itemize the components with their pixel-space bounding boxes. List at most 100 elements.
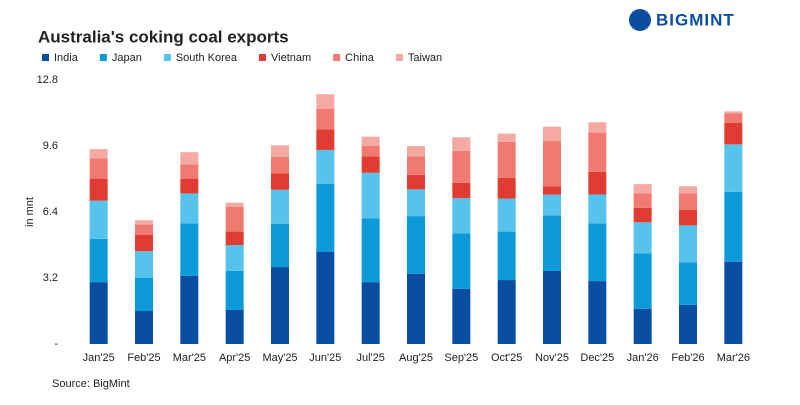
- bar-segment: [543, 194, 561, 216]
- legend-swatch: [395, 54, 403, 61]
- bar-segment: [225, 231, 244, 245]
- bar-segment: [89, 179, 108, 201]
- y-tick-label: 9.6: [43, 140, 58, 152]
- bar-segment: [316, 94, 335, 109]
- bar-segment: [316, 183, 335, 253]
- bar-segment: [180, 193, 199, 224]
- bar-segment: [361, 218, 380, 283]
- bar-segment: [361, 156, 380, 173]
- legend-swatch: [259, 54, 266, 61]
- bar-segment: [497, 141, 516, 178]
- legend-label: China: [345, 52, 375, 64]
- bar-segment: [543, 270, 561, 344]
- y-axis-label: in mnt: [24, 197, 36, 227]
- bar-segment: [679, 193, 697, 210]
- bar-segment: [361, 282, 380, 344]
- bar-segment: [407, 146, 425, 157]
- bar-segment: [588, 132, 607, 172]
- bar-segment: [633, 222, 652, 254]
- bar-segment: [588, 194, 607, 224]
- bar-segment: [316, 108, 335, 130]
- legend-swatch: [333, 54, 341, 61]
- y-tick-label: 6.4: [43, 206, 58, 218]
- bar-segment: [543, 186, 561, 195]
- y-tick-label: 12.8: [37, 74, 58, 86]
- bar-segment: [271, 223, 289, 268]
- bar-segment: [679, 225, 697, 263]
- bar-segment: [316, 149, 335, 184]
- bar-segment: [361, 172, 380, 219]
- x-tick-label: Jun'25: [309, 352, 341, 364]
- bar-segment: [271, 267, 289, 344]
- bar-segment: [588, 122, 607, 133]
- bar-segment: [271, 145, 289, 157]
- bar-segment: [452, 198, 471, 234]
- bar-segment: [407, 174, 425, 190]
- bar-segment: [180, 179, 199, 194]
- bar-segment: [497, 280, 516, 344]
- x-tick-label: Dec'25: [580, 352, 614, 364]
- bar-segment: [271, 156, 289, 174]
- logo: BIGMINT: [629, 9, 735, 31]
- source: Source: BigMint: [52, 378, 130, 390]
- legend-label: South Korea: [176, 52, 238, 64]
- bar-segment: [407, 273, 425, 344]
- bar-segment: [724, 261, 743, 344]
- bar-segment: [633, 308, 652, 344]
- bar-segment: [452, 137, 471, 151]
- bar-segment: [543, 126, 561, 142]
- x-tick-label: Sep'25: [444, 352, 478, 364]
- bar-segment: [89, 149, 108, 159]
- bar-segment: [271, 189, 289, 224]
- x-tick-label: Nov'25: [535, 352, 569, 364]
- x-tick-label: Jan'26: [627, 352, 659, 364]
- x-tick-label: May'25: [262, 352, 297, 364]
- legend-swatch: [42, 54, 49, 61]
- x-tick-label: Feb'25: [127, 352, 160, 364]
- bar-segment: [497, 198, 516, 232]
- bar-segment: [724, 111, 743, 114]
- x-tick-label: Aug'25: [399, 352, 433, 364]
- bar-segment: [407, 156, 425, 175]
- bar-segment: [724, 113, 743, 123]
- bar-segment: [679, 209, 697, 226]
- bar-segment: [316, 252, 335, 344]
- bar-segment: [361, 136, 380, 146]
- bar-segment: [724, 144, 743, 192]
- legend-label: Taiwan: [408, 52, 442, 64]
- x-tick-label: Jan'25: [83, 352, 115, 364]
- bar-segment: [633, 253, 652, 309]
- bar-segment: [135, 220, 153, 225]
- bar-segment: [452, 233, 471, 289]
- bar-segment: [135, 234, 153, 252]
- chart-title: Australia's coking coal exports: [38, 27, 289, 46]
- bar-segment: [724, 191, 743, 262]
- bar-segment: [89, 238, 108, 283]
- bar-segment: [89, 158, 108, 179]
- logo-text: BIGMINT: [656, 10, 735, 29]
- bar-segment: [225, 206, 244, 232]
- legend-label: India: [54, 52, 79, 64]
- bar-segment: [588, 281, 607, 344]
- bar-segment: [633, 193, 652, 208]
- x-tick-label: Mar'25: [173, 352, 206, 364]
- bar-segment: [724, 122, 743, 145]
- bar-segment: [633, 184, 652, 194]
- legend-label: Japan: [112, 52, 142, 64]
- bar-segment: [225, 202, 244, 207]
- bar-segment: [497, 133, 516, 142]
- y-tick-label: 3.2: [43, 272, 58, 284]
- x-tick-label: Mar'26: [717, 352, 750, 364]
- bar-segment: [407, 189, 425, 217]
- bar-segment: [361, 146, 380, 157]
- bar-segment: [89, 200, 108, 239]
- bar-segment: [407, 216, 425, 274]
- bar-segment: [588, 171, 607, 195]
- bar-segment: [588, 223, 607, 282]
- legend-label: Vietnam: [271, 52, 311, 64]
- bar-segment: [180, 223, 199, 276]
- bar-segment: [679, 186, 697, 194]
- bar-segment: [225, 270, 244, 310]
- x-tick-label: Feb'26: [671, 352, 704, 364]
